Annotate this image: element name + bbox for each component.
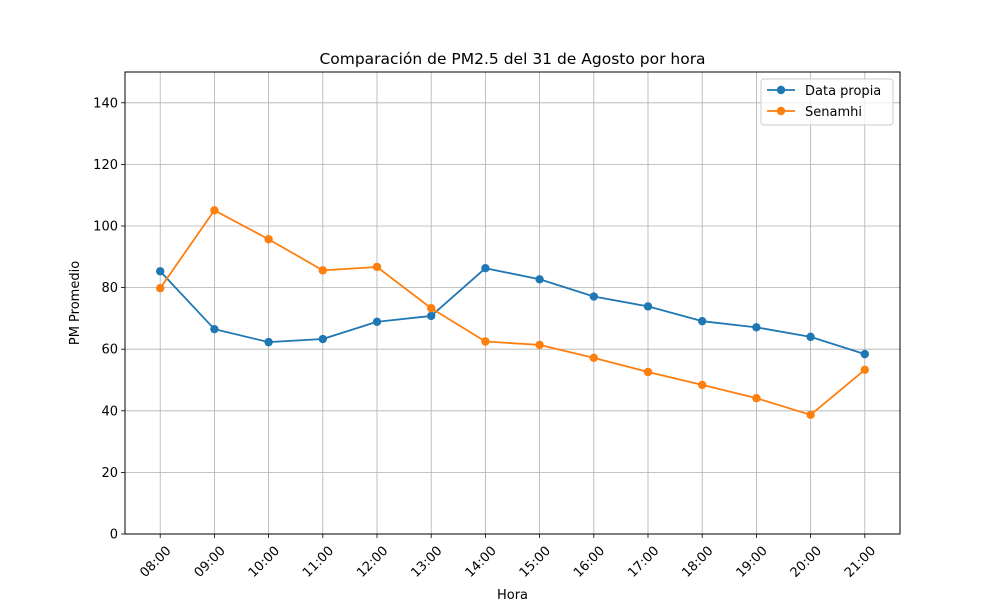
data-point-senamhi — [806, 410, 815, 420]
data-point-data-propia — [860, 349, 869, 359]
legend-marker-data-propia — [776, 85, 786, 95]
chart-title: Comparación de PM2.5 del 31 de Agosto po… — [319, 50, 705, 68]
y-tick-label: 140 — [93, 96, 118, 111]
legend: Data propia Senamhi — [760, 78, 894, 126]
data-point-senamhi — [698, 380, 707, 390]
data-point-data-propia — [427, 311, 436, 321]
data-point-data-propia — [643, 302, 653, 311]
y-tick-label: 40 — [101, 404, 118, 419]
data-point-senamhi — [318, 266, 327, 275]
data-point-data-propia — [806, 332, 815, 342]
series-line-data-propia — [159, 267, 866, 355]
data-point-senamhi — [264, 235, 273, 244]
data-point-data-propia — [481, 263, 490, 273]
data-point-senamhi — [481, 337, 490, 346]
y-tick-label: 20 — [101, 466, 118, 481]
series-layer — [156, 206, 869, 420]
x-axis-label: Hora — [497, 588, 528, 600]
y-tick-label: 100 — [93, 220, 118, 235]
data-point-data-propia — [264, 337, 273, 347]
data-point-senamhi — [752, 393, 761, 403]
data-point-senamhi — [156, 284, 165, 293]
y-tick-label: 120 — [93, 158, 118, 173]
data-point-data-propia — [752, 323, 761, 332]
data-point-senamhi — [372, 262, 382, 272]
data-point-data-propia — [535, 275, 544, 284]
y-tick-label: 80 — [101, 281, 118, 296]
y-axis-label: PM Promedio — [68, 261, 83, 345]
data-point-data-propia — [210, 324, 219, 334]
legend-label-data-propia: Data propia — [805, 84, 881, 99]
data-point-senamhi — [427, 304, 436, 313]
plot-frame — [124, 71, 901, 535]
series-line-senamhi — [159, 209, 866, 416]
data-point-senamhi — [210, 206, 219, 215]
data-point-data-propia — [589, 292, 598, 301]
legend-marker-senamhi — [776, 106, 786, 116]
data-point-data-propia — [156, 267, 165, 276]
data-point-senamhi — [589, 353, 598, 363]
data-point-senamhi — [535, 340, 544, 350]
data-point-data-propia — [318, 334, 327, 344]
data-point-senamhi — [643, 367, 653, 377]
y-tick-label: 0 — [110, 528, 118, 543]
y-tick-label: 60 — [101, 343, 118, 358]
data-point-data-propia — [372, 317, 382, 326]
legend-label-senamhi: Senamhi — [805, 105, 862, 120]
data-point-senamhi — [860, 365, 869, 375]
data-point-data-propia — [698, 316, 707, 326]
